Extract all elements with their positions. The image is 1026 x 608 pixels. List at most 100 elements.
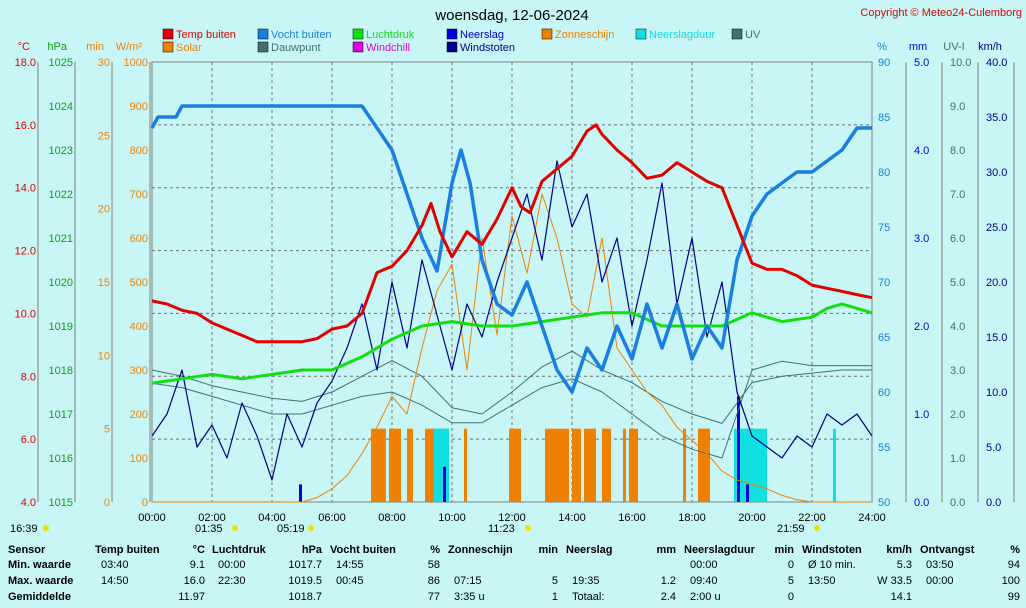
- axis-tick-label: 20: [98, 204, 110, 216]
- table-header: Vocht buiten: [330, 544, 396, 556]
- table-cell-time: 14:50: [101, 575, 129, 587]
- axis-tick-label: 1022: [49, 189, 73, 201]
- table-header-unit: min: [538, 544, 558, 556]
- bar-zonneschijn: [698, 428, 710, 502]
- table-cell-value: 0: [787, 591, 794, 603]
- axis-tick-label: 1017: [49, 409, 73, 421]
- x-tick-label: 02:00: [198, 512, 226, 524]
- axis-tick-label: 9.0: [950, 101, 965, 113]
- axis-unit-label: %: [877, 41, 887, 53]
- table-cell-time: Ø 10 min.: [808, 559, 856, 571]
- axis-tick-label: 10.0: [15, 308, 36, 320]
- axis-unit-label: W/m²: [116, 41, 143, 53]
- x-tick-label: 20:00: [738, 512, 766, 524]
- axis-tick-label: 40.0: [986, 57, 1007, 69]
- series-vocht-buiten: [150, 104, 872, 394]
- axis-tick-label: 1025: [49, 57, 73, 69]
- table-row-label: Gemiddelde: [8, 591, 71, 603]
- axis-tick-label: 14.0: [15, 183, 36, 195]
- axis-tick-label: 4.0: [21, 497, 36, 509]
- axis-tick-label: 1.0: [950, 453, 965, 465]
- table-header-unit: %: [1010, 544, 1020, 556]
- weather-chart: °C18.016.014.012.010.08.06.04.0hPa102510…: [10, 7, 1022, 535]
- bar-zonneschijn: [407, 428, 413, 502]
- legend-swatch: [541, 28, 553, 40]
- table-header-unit: km/h: [886, 544, 912, 556]
- legend-label: Luchtdruk: [366, 29, 415, 41]
- axis-tick-label: 4.0: [914, 145, 929, 157]
- legend-label: Windstoten: [460, 42, 515, 54]
- table-cell-time: 13:50: [808, 575, 836, 587]
- table-cell-value: 9.1: [189, 559, 205, 571]
- axis-tick-label: 50: [878, 497, 890, 509]
- table-cell-value: 5.3: [896, 559, 912, 571]
- axis-unit-label: km/h: [978, 41, 1002, 53]
- axis-unit-label: °C: [18, 41, 30, 53]
- table-cell-time: 00:45: [336, 575, 364, 587]
- axis-tick-label: 75: [878, 222, 890, 234]
- series-uv: [151, 360, 872, 459]
- axis-tick-label: 1023: [49, 145, 73, 157]
- axis-tick-label: 80: [878, 167, 890, 179]
- axis-tick-label: 1019: [49, 321, 73, 333]
- axis-unit-label: hPa: [47, 41, 67, 53]
- table-header-unit: mm: [656, 544, 676, 556]
- axis-tick-label: 900: [130, 101, 148, 113]
- table-header-unit: %: [430, 544, 440, 556]
- axis-tick-label: 18.0: [15, 57, 36, 69]
- table-cell-value: 1: [551, 591, 558, 603]
- legend-label: Zonneschijn: [555, 29, 614, 41]
- table-header: Sensor: [8, 544, 46, 556]
- table-cell-time: 00:00: [926, 575, 954, 587]
- legend-swatch: [162, 41, 174, 53]
- legend-swatch: [257, 41, 269, 53]
- axis-tick-label: 10: [98, 350, 110, 362]
- stats-table: Sensor Temp buiten °C Luchtdruk hPa Vocht bui…: [0, 538, 1026, 608]
- table-cell-value: 14.1: [890, 591, 912, 603]
- table-cell-time: 3:35 u: [454, 591, 485, 603]
- table-cell-time: 00:00: [690, 559, 718, 571]
- sun-marker-label: 01:35: [195, 523, 223, 535]
- table-cell-time: 00:00: [218, 559, 246, 571]
- table-cell-value: 86: [427, 575, 440, 587]
- axis-tick-label: 0.0: [986, 497, 1001, 509]
- legend-swatch: [352, 41, 364, 53]
- axis-tick-label: 25: [98, 130, 110, 142]
- bar-zonneschijn: [371, 428, 386, 502]
- table-row-label: Min. waarde: [8, 559, 71, 571]
- sun-marker-label: 16:39: [10, 523, 38, 535]
- axis-tick-label: 60: [878, 387, 890, 399]
- axis-tick-label: 6.0: [950, 233, 965, 245]
- legend-swatch: [162, 28, 174, 40]
- table-header-unit: min: [774, 544, 794, 556]
- table-cell-value: 16.0: [183, 575, 205, 587]
- x-tick-label: 04:00: [258, 512, 286, 524]
- axis-tick-label: 12.0: [15, 246, 36, 258]
- axis-tick-label: 1000: [124, 57, 148, 69]
- legend-swatch: [446, 41, 458, 53]
- bar-zonneschijn: [629, 428, 638, 502]
- sun-marker-label: 21:59: [777, 523, 805, 535]
- axis-tick-label: 3.0: [914, 233, 929, 245]
- bar-zonneschijn: [509, 428, 521, 502]
- table-header-unit: °C: [192, 544, 205, 556]
- bar-neerslag: [746, 484, 749, 502]
- legend-label: Vocht buiten: [271, 29, 332, 41]
- axis-tick-label: 70: [878, 277, 890, 289]
- axis-tick-label: 5.0: [914, 57, 929, 69]
- sun-marker-label: 05:19: [277, 523, 305, 535]
- axis-tick-label: 65: [878, 332, 890, 344]
- sun-icon: [525, 525, 531, 531]
- axis-tick-label: 5: [104, 424, 110, 436]
- table-cell-value: 99: [1007, 591, 1020, 603]
- sun-icon: [814, 525, 820, 531]
- legend-swatch: [352, 28, 364, 40]
- axis-tick-label: 16.0: [15, 120, 36, 132]
- legend-swatch: [257, 28, 269, 40]
- axis-tick-label: 600: [130, 233, 148, 245]
- bar-neerslagduur: [833, 428, 836, 502]
- table-cell-time: 09:40: [690, 575, 718, 587]
- axis-tick-label: 800: [130, 145, 148, 157]
- legend-label: UV: [745, 29, 761, 41]
- axis-tick-label: 1021: [49, 233, 73, 245]
